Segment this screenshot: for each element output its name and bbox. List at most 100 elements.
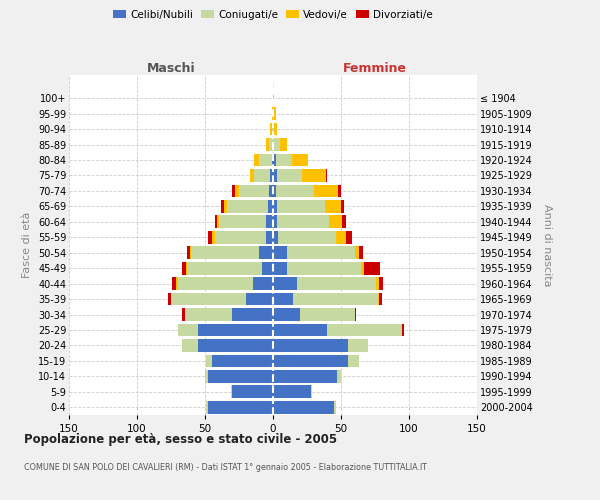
Bar xyxy=(232,184,235,197)
Bar xyxy=(198,339,273,352)
Bar xyxy=(187,262,262,274)
Bar xyxy=(273,169,277,182)
Bar xyxy=(379,278,383,290)
Text: COMUNE DI SAN POLO DEI CAVALIERI (RM) - Dati ISTAT 1° gennaio 2005 - Elaborazion: COMUNE DI SAN POLO DEI CAVALIERI (RM) - … xyxy=(24,462,427,471)
Bar xyxy=(205,370,208,382)
Bar xyxy=(186,262,187,274)
Bar xyxy=(273,92,274,104)
Bar xyxy=(253,278,273,290)
Bar xyxy=(273,200,277,212)
Bar xyxy=(182,262,186,274)
Bar xyxy=(273,324,328,336)
Bar xyxy=(298,278,376,290)
Bar xyxy=(273,370,337,382)
Bar xyxy=(208,401,273,413)
Bar xyxy=(172,278,176,290)
Bar xyxy=(273,278,298,290)
Bar xyxy=(364,262,380,274)
Bar xyxy=(266,138,269,151)
Bar xyxy=(274,123,277,136)
Bar xyxy=(277,200,325,212)
Bar xyxy=(270,169,273,182)
Bar xyxy=(182,339,198,352)
Bar xyxy=(325,200,341,212)
Bar xyxy=(212,231,215,243)
Bar xyxy=(302,169,326,182)
Bar xyxy=(378,293,379,306)
Bar xyxy=(277,169,302,182)
Bar xyxy=(266,231,273,243)
Bar xyxy=(268,200,273,212)
Bar xyxy=(206,401,208,413)
Bar xyxy=(276,154,292,166)
Bar xyxy=(232,308,273,321)
Bar xyxy=(217,216,218,228)
Bar xyxy=(300,308,355,321)
Bar xyxy=(215,216,217,228)
Bar xyxy=(376,278,379,290)
Bar xyxy=(178,324,198,336)
Bar xyxy=(269,184,273,197)
Bar xyxy=(208,370,273,382)
Bar xyxy=(250,169,254,182)
Bar xyxy=(273,123,274,136)
Bar xyxy=(379,293,382,306)
Bar xyxy=(346,231,352,243)
Bar xyxy=(273,262,287,274)
Bar xyxy=(287,246,355,259)
Bar xyxy=(168,293,171,306)
Bar xyxy=(355,246,359,259)
Bar xyxy=(254,154,259,166)
Bar xyxy=(272,154,273,166)
Bar xyxy=(361,262,364,274)
Bar xyxy=(182,308,185,321)
Bar xyxy=(402,324,404,336)
Bar xyxy=(218,216,266,228)
Bar xyxy=(293,293,378,306)
Bar xyxy=(266,216,273,228)
Bar xyxy=(326,169,328,182)
Bar xyxy=(338,184,341,197)
Bar xyxy=(343,216,346,228)
Y-axis label: Fasce di età: Fasce di età xyxy=(22,212,32,278)
Bar xyxy=(178,278,253,290)
Bar xyxy=(273,354,348,367)
Bar xyxy=(329,216,343,228)
Bar xyxy=(187,246,190,259)
Bar xyxy=(191,246,259,259)
Bar xyxy=(208,231,212,243)
Text: Popolazione per età, sesso e stato civile - 2005: Popolazione per età, sesso e stato civil… xyxy=(24,432,337,446)
Text: Femmine: Femmine xyxy=(343,62,407,75)
Bar xyxy=(341,200,344,212)
Bar xyxy=(273,293,293,306)
Bar xyxy=(176,278,178,290)
Bar xyxy=(359,246,363,259)
Bar xyxy=(227,200,268,212)
Bar xyxy=(231,386,232,398)
Bar xyxy=(292,154,308,166)
Bar xyxy=(269,138,273,151)
Bar xyxy=(273,184,276,197)
Legend: Celibi/Nubili, Coniugati/e, Vedovi/e, Divorziati/e: Celibi/Nubili, Coniugati/e, Vedovi/e, Di… xyxy=(109,6,437,24)
Bar xyxy=(259,246,273,259)
Bar xyxy=(272,123,273,136)
Bar xyxy=(212,354,273,367)
Bar xyxy=(337,370,341,382)
Bar xyxy=(273,339,348,352)
Bar xyxy=(235,184,239,197)
Bar xyxy=(273,401,334,413)
Bar xyxy=(206,354,212,367)
Bar xyxy=(198,324,273,336)
Bar xyxy=(185,308,232,321)
Bar xyxy=(262,262,273,274)
Bar xyxy=(348,354,359,367)
Bar xyxy=(270,123,272,136)
Bar xyxy=(273,308,300,321)
Bar xyxy=(273,216,277,228)
Bar xyxy=(276,184,314,197)
Bar xyxy=(190,246,191,259)
Bar xyxy=(274,108,276,120)
Bar xyxy=(287,262,361,274)
Bar xyxy=(311,386,313,398)
Bar xyxy=(355,308,356,321)
